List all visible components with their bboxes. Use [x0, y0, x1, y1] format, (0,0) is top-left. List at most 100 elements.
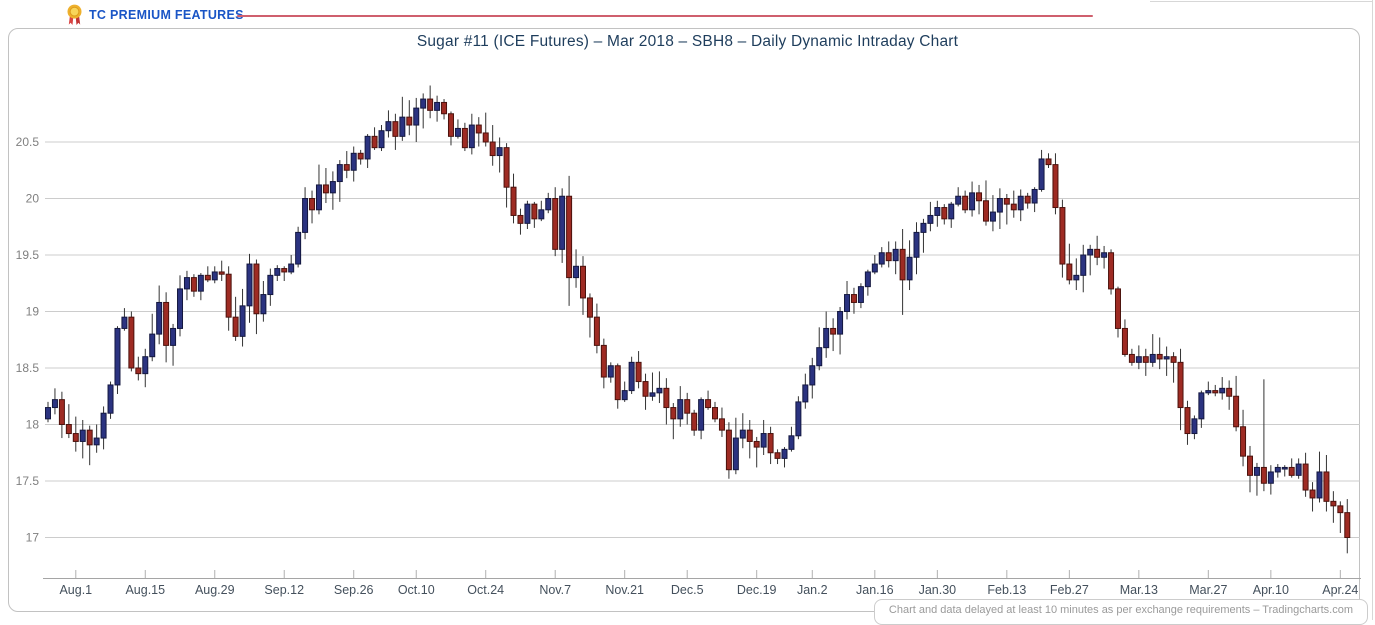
candle-down: [65, 424, 72, 435]
candle-up: [649, 392, 656, 397]
candle-down: [225, 273, 232, 318]
candle-up: [844, 294, 851, 312]
chart-title: Sugar #11 (ICE Futures) – Mar 2018 – SBH…: [416, 33, 959, 50]
candle-down: [204, 274, 211, 281]
candle-up: [823, 327, 830, 349]
candle-up: [51, 399, 58, 409]
candle-down: [767, 433, 774, 454]
candle-up: [329, 181, 336, 194]
candle-up: [413, 107, 420, 126]
candle-up: [1017, 195, 1024, 211]
candle-down: [1170, 356, 1177, 363]
candle-down: [885, 252, 892, 262]
candle-down: [309, 198, 316, 211]
x-tick-label: Dec.5: [671, 583, 704, 597]
candle-down: [1323, 471, 1330, 502]
candle-down: [371, 135, 378, 149]
candle-up: [420, 98, 427, 109]
candle-down: [489, 141, 496, 157]
candle-up: [170, 327, 177, 346]
candle-up: [315, 184, 322, 211]
candle-up: [1219, 387, 1226, 394]
candle-up: [892, 248, 899, 262]
candle-up: [969, 192, 976, 211]
candle-down: [552, 198, 559, 250]
candle-up: [878, 252, 885, 265]
candle-down: [72, 433, 79, 442]
candle-down: [746, 429, 753, 442]
footer-note-text: Chart and data delayed at least 10 minut…: [888, 604, 1353, 616]
premium-features-label[interactable]: TC PREMIUM FEATURES: [89, 8, 244, 22]
header-accent-line: [237, 15, 1093, 17]
candle-up: [107, 384, 114, 414]
y-tick-label: 18: [26, 418, 40, 432]
x-tick-label: Apr.10: [1253, 583, 1289, 597]
candle-down: [1330, 500, 1337, 507]
candle-up: [677, 399, 684, 420]
candle-up: [1080, 254, 1087, 276]
candle-down: [1142, 356, 1149, 363]
candle-down: [1010, 203, 1017, 211]
candle-down: [1288, 466, 1295, 476]
candle-up: [156, 301, 163, 335]
candle-up: [260, 294, 267, 315]
x-tick-label: Feb.27: [1050, 583, 1089, 597]
y-tick-label: 20.5: [16, 135, 40, 149]
candle-down: [579, 265, 586, 299]
candle-up: [211, 271, 218, 281]
candle-down: [517, 214, 524, 224]
candle-up: [246, 263, 253, 307]
candle-down: [725, 429, 732, 471]
candle-up: [114, 327, 121, 386]
candle-up: [538, 209, 545, 220]
x-tick-label: Aug.29: [195, 583, 235, 597]
candle-up: [1295, 463, 1302, 476]
candle-up: [1149, 353, 1156, 363]
candle-up: [802, 384, 809, 403]
candle-up: [837, 311, 844, 335]
candle-down: [1226, 387, 1233, 397]
candle-down: [482, 132, 489, 143]
candle-down: [941, 207, 948, 220]
candle-down: [899, 248, 906, 281]
candle-down: [357, 152, 364, 160]
candle-down: [441, 101, 448, 115]
candle-down: [1156, 353, 1163, 360]
candle-down: [1177, 361, 1184, 409]
candle-up: [864, 271, 871, 288]
candle-up: [364, 135, 371, 160]
candle-down: [1052, 164, 1059, 209]
candle-up: [656, 387, 663, 394]
x-tick-label: Mar.13: [1120, 583, 1158, 597]
x-tick-label: Oct.24: [467, 583, 504, 597]
candle-up: [871, 263, 878, 273]
candle-down: [531, 203, 538, 220]
candle-up: [996, 198, 1003, 213]
x-tick-label: Jan.2: [797, 583, 828, 597]
candle-down: [406, 116, 413, 126]
candle-up: [906, 256, 913, 281]
candle-up: [760, 433, 767, 448]
x-tick-label: Jan.30: [919, 583, 957, 597]
candle-up: [628, 361, 635, 392]
candle-up: [1073, 274, 1080, 281]
x-tick-label: Mar.27: [1189, 583, 1227, 597]
candle-down: [1003, 198, 1010, 205]
candle-up: [788, 435, 795, 450]
candle-up: [934, 207, 941, 216]
candle-up: [739, 429, 746, 439]
candle-down: [1114, 288, 1121, 329]
candle-down: [1337, 505, 1344, 514]
candle-up: [1198, 392, 1205, 420]
candle-up: [454, 127, 461, 137]
candle-up: [524, 203, 531, 224]
candle-up: [399, 116, 406, 137]
candle-up: [857, 286, 864, 303]
candle-up: [1316, 471, 1323, 499]
candle-up: [434, 101, 441, 111]
y-tick-label: 17.5: [16, 474, 40, 488]
y-tick-label: 20: [26, 192, 40, 206]
x-tick-label: Nov.7: [539, 583, 571, 597]
outer-border-right: [1372, 0, 1373, 620]
